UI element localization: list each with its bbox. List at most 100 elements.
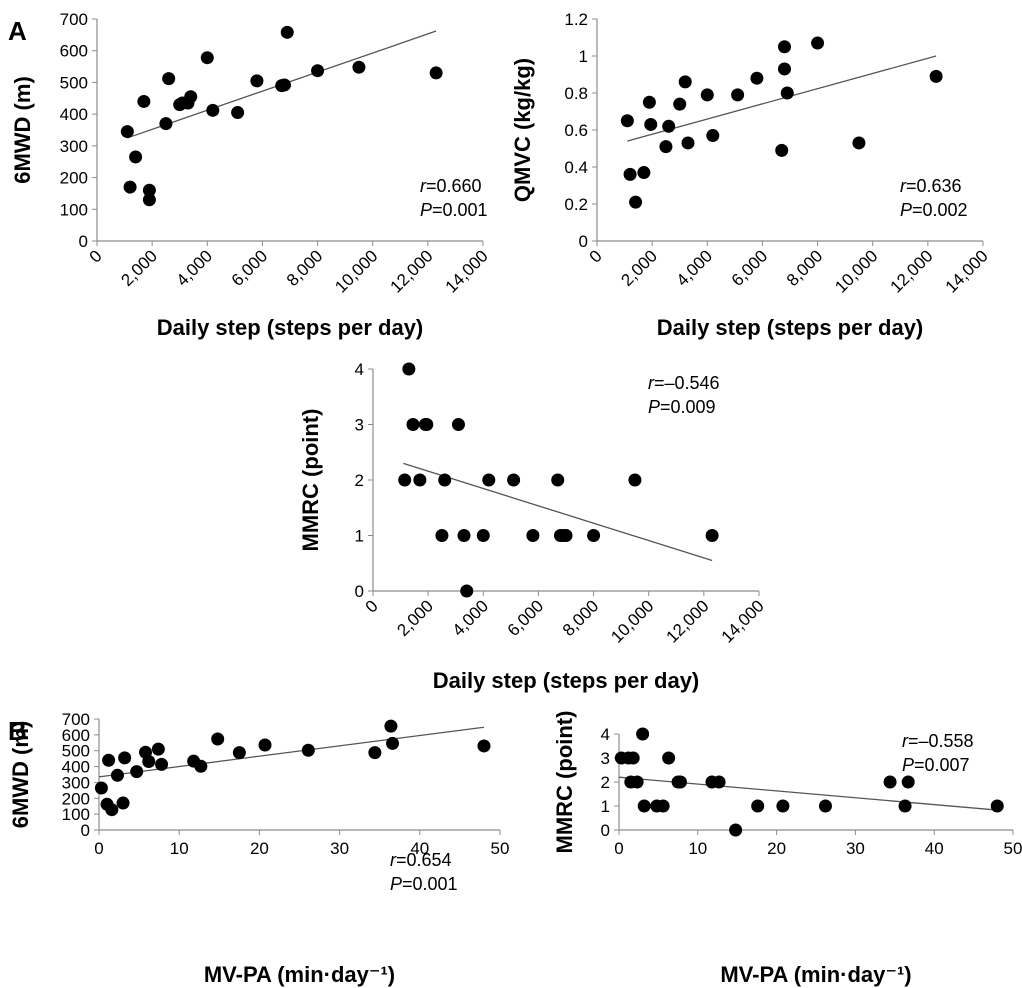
data-point: [705, 529, 719, 542]
data-point: [280, 25, 294, 39]
x-tick-label: 10,000: [331, 246, 381, 296]
data-point: [777, 62, 791, 76]
y-tick-label: 3: [355, 416, 364, 435]
y-tick-label: 1: [355, 527, 364, 546]
r-symbol: r: [420, 176, 427, 196]
data-point: [451, 418, 465, 431]
x-tick-label: 20: [250, 839, 269, 858]
y-tick-label: 200: [60, 169, 88, 188]
data-point: [162, 72, 176, 86]
data-point: [929, 69, 943, 83]
data-point: [818, 799, 832, 813]
y-axis-title: MMRC (point): [552, 711, 577, 854]
data-point: [898, 799, 912, 813]
y-tick-label: 0.2: [564, 195, 588, 214]
correlation-annotation: r=–0.546: [648, 373, 720, 393]
x-tick-label: 0: [362, 596, 382, 616]
r-value: =0.636: [906, 176, 962, 196]
p-symbol: P: [902, 755, 914, 775]
data-point: [94, 781, 108, 795]
y-tick-label: 0: [601, 821, 610, 840]
y-axis-title: MMRC (point): [298, 409, 323, 552]
x-tick-label: 50: [1004, 839, 1022, 858]
data-point: [482, 473, 496, 487]
data-point: [118, 751, 132, 765]
data-point: [116, 796, 130, 810]
data-point: [211, 732, 225, 746]
data-point: [659, 140, 673, 154]
data-point: [681, 136, 695, 150]
data-point: [137, 94, 151, 108]
data-point: [420, 418, 434, 431]
data-point: [438, 473, 452, 487]
data-point: [636, 727, 650, 741]
chart-mmrc-vs-daily-step: 0 1 2 3 4 0 2,000 4,000 6,000 8,000 10,000 12,000 14…: [298, 360, 768, 693]
y-tick-label: 0: [355, 582, 364, 601]
y-tick-label: 600: [62, 726, 90, 745]
y-tick-label: 200: [62, 789, 90, 808]
data-point: [559, 529, 573, 542]
x-axis-title: MV-PA (min·day⁻¹): [720, 962, 911, 987]
y-tick-label: 600: [60, 42, 88, 61]
data-point: [194, 759, 208, 773]
p-symbol: P: [648, 397, 660, 417]
data-point: [277, 78, 291, 92]
x-tick-label: 6,000: [504, 596, 548, 640]
y-tick-label: 2: [601, 773, 610, 792]
y-tick-label: 0.6: [564, 121, 588, 140]
panel-label-a: A: [8, 16, 27, 46]
y-tick-label: 4: [355, 360, 364, 379]
data-point: [142, 754, 156, 768]
y-tick-label: 100: [62, 805, 90, 824]
data-point: [637, 166, 651, 180]
y-tick-label: 1.2: [564, 10, 588, 29]
x-tick-label: 4,000: [673, 246, 717, 290]
x-tick-label: 0: [94, 839, 103, 858]
trend-line: [403, 462, 713, 562]
x-tick-label: 12,000: [662, 596, 712, 646]
data-point: [413, 473, 427, 487]
x-tick-label: 2,000: [393, 596, 437, 640]
y-tick-label: 0.4: [564, 158, 588, 177]
data-point: [460, 584, 474, 598]
data-point: [184, 90, 198, 104]
x-tick-label: 4,000: [173, 246, 217, 290]
p-value: =0.002: [912, 200, 968, 220]
data-point: [620, 114, 634, 128]
x-tick-label: 14,000: [718, 596, 768, 646]
x-axis-title: Daily step (steps per day): [657, 315, 924, 340]
p-symbol: P: [900, 200, 912, 220]
x-tick-label: 0: [586, 246, 606, 266]
data-point: [750, 71, 764, 85]
x-tick-label: 4,000: [449, 596, 493, 640]
r-symbol: r: [390, 850, 397, 870]
data-point: [678, 75, 692, 89]
data-point: [751, 799, 765, 813]
r-symbol: r: [902, 731, 909, 751]
x-tick-label: 2,000: [117, 246, 161, 290]
data-point: [642, 95, 656, 109]
y-tick-label: 2: [355, 471, 364, 490]
data-point: [155, 757, 169, 771]
x-axis-title: Daily step (steps per day): [433, 668, 700, 693]
x-tick-label: 6,000: [228, 246, 272, 290]
data-point: [105, 803, 119, 817]
chart-qmvc-vs-daily-step: 0 0.2 0.4 0.6 0.8 1 1.2 0 2,000 4,000 6,000 8,000 10…: [510, 10, 992, 340]
data-point: [526, 529, 540, 542]
y-tick-label: 1: [601, 797, 610, 816]
x-tick-label: 12,000: [386, 246, 436, 296]
data-point: [777, 40, 791, 54]
data-point: [637, 799, 651, 813]
y-tick-label: 500: [60, 73, 88, 92]
data-point: [120, 125, 134, 139]
p-value: =0.007: [914, 755, 970, 775]
x-tick-label: 40: [925, 839, 944, 858]
data-point: [232, 746, 246, 760]
data-point: [507, 473, 521, 487]
p-value-annotation: P=0.009: [648, 397, 716, 417]
p-value-annotation: P=0.001: [390, 874, 458, 894]
data-point: [629, 195, 643, 209]
r-value: =0.654: [396, 850, 452, 870]
